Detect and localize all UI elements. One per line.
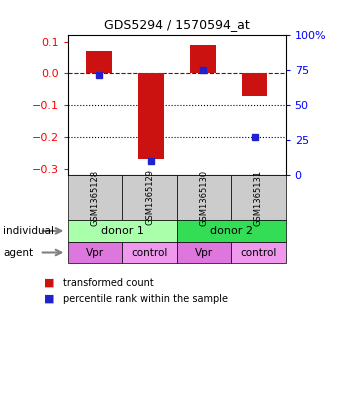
Bar bbox=[190, 45, 216, 73]
Text: percentile rank within the sample: percentile rank within the sample bbox=[63, 294, 228, 304]
Text: Vpr: Vpr bbox=[86, 248, 104, 257]
Text: control: control bbox=[240, 248, 276, 257]
Bar bbox=[86, 51, 112, 73]
Bar bbox=[138, 73, 164, 159]
Title: GDS5294 / 1570594_at: GDS5294 / 1570594_at bbox=[104, 18, 250, 31]
Text: control: control bbox=[132, 248, 168, 257]
Text: ■: ■ bbox=[44, 278, 55, 288]
Text: transformed count: transformed count bbox=[63, 278, 154, 288]
Text: GSM1365130: GSM1365130 bbox=[200, 169, 208, 226]
Text: Vpr: Vpr bbox=[195, 248, 213, 257]
Text: GSM1365129: GSM1365129 bbox=[145, 169, 154, 226]
Text: GSM1365131: GSM1365131 bbox=[254, 169, 263, 226]
Text: donor 2: donor 2 bbox=[210, 226, 253, 236]
Text: donor 1: donor 1 bbox=[101, 226, 144, 236]
Text: agent: agent bbox=[3, 248, 34, 257]
Text: individual: individual bbox=[3, 226, 54, 236]
Text: ■: ■ bbox=[44, 294, 55, 304]
Bar bbox=[241, 73, 268, 95]
Text: GSM1365128: GSM1365128 bbox=[91, 169, 100, 226]
